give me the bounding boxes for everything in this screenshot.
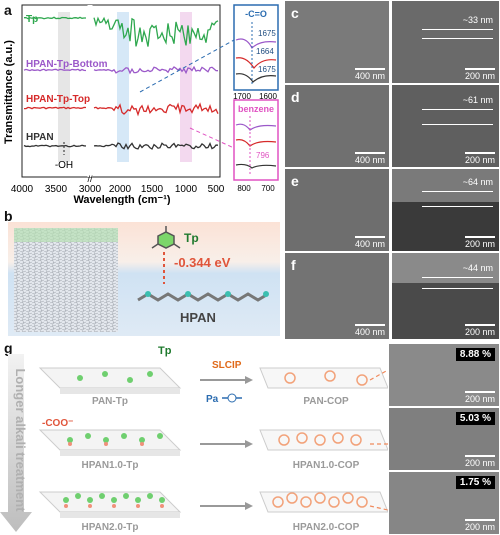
scale-bar: 200 nm <box>465 519 495 532</box>
tp-molecule-icon <box>151 226 181 249</box>
row-left-label: HPAN1.0-Tp <box>81 460 138 471</box>
slcip-label: SLCIP <box>212 360 242 371</box>
benzene-highlight-band <box>180 12 192 162</box>
panel-label-c: c <box>291 5 299 21</box>
inset-co-title: -C=O <box>245 9 267 19</box>
series-label-tp: Tp <box>26 14 38 25</box>
inset-benzene-title: benzene <box>238 104 274 114</box>
sem-g-pan-cop: 8.88 % 200 nm <box>388 343 500 407</box>
sem-d-top-view: d 400 nm <box>284 84 390 168</box>
oh-highlight-band <box>58 12 70 162</box>
panel-g-schematic: Longer alkali treatment Tp PAN-Tp SLCIP … <box>0 345 388 533</box>
panel-b-simulation: Tp -0.344 eV HPAN <box>8 222 280 336</box>
sem-g-hpan1-cop: 5.03 % 200 nm <box>388 407 500 471</box>
row-right-label: PAN-COP <box>303 396 349 407</box>
sem-d-cross-section: ~61 nm 200 nm <box>391 84 500 168</box>
tp-label: Tp <box>184 231 199 245</box>
tp-label: Tp <box>158 345 172 357</box>
x-tick: 3000 <box>79 184 102 195</box>
inset-benzene-tick: 800 <box>237 184 251 193</box>
pa-molecule-icon <box>222 393 242 403</box>
scale-bar: 400 nm <box>355 324 385 337</box>
ftir-series-line <box>23 65 219 75</box>
sem-grid: c 400 nm ~33 nm 200 nm d 400 nm ~61 nm 2… <box>284 0 500 340</box>
panel-label-g: g <box>4 340 13 356</box>
inset-co-tick: 1600 <box>259 92 277 101</box>
scale-bar: 200 nm <box>465 152 495 165</box>
scale-bar: 400 nm <box>355 236 385 249</box>
sem-e-top-view: e 400 nm <box>284 168 390 252</box>
y-axis-label: Transmittance (a.u.) <box>3 40 15 144</box>
sem-c-top-view: c 400 nm <box>284 0 390 84</box>
thickness-label: ~61 nm <box>462 95 493 105</box>
inset-co-tick: 1700 <box>233 92 251 101</box>
x-tick: 4000 <box>11 184 34 195</box>
panel-label-f: f <box>291 257 296 273</box>
inset-co-peak: 1675 <box>258 29 276 38</box>
row-right-label: HPAN1.0-COP <box>293 460 360 471</box>
coo-label: -COO⁻ <box>42 418 73 429</box>
longer-alkali-arrow <box>0 354 32 532</box>
inset-benzene-tick: 700 <box>261 184 275 193</box>
ftir-series-line <box>23 16 219 47</box>
hpan-label: HPAN <box>180 310 216 325</box>
x-tick: 1000 <box>175 184 198 195</box>
series-label-hpan-tp-bottom: HPAN-Tp-Bottom <box>26 59 108 70</box>
panel-label-b: b <box>4 208 13 224</box>
x-tick: 3500 <box>45 184 68 195</box>
sem-c-cross-section: ~33 nm 200 nm <box>391 0 500 84</box>
inset-co-peak: 1664 <box>256 47 274 56</box>
x-tick: 500 <box>208 184 225 195</box>
ftir-series-line <box>23 142 219 151</box>
row-left-label: HPAN2.0-Tp <box>81 522 138 533</box>
scale-bar: 200 nm <box>465 455 495 468</box>
scale-bar: 200 nm <box>465 391 495 404</box>
porosity-badge: 5.03 % <box>455 412 495 425</box>
thickness-label: ~64 nm <box>462 177 493 187</box>
alkali-label: Longer alkali treatment <box>13 368 28 512</box>
pa-label: Pa <box>206 394 219 405</box>
sem-e-cross-section: ~64 nm 200 nm <box>391 168 500 252</box>
sem-f-cross-section: ~44 nm 200 nm <box>391 252 500 340</box>
scale-bar: 400 nm <box>355 152 385 165</box>
scale-bar: 200 nm <box>465 68 495 81</box>
x-tick: 1500 <box>141 184 164 195</box>
sem-f-top-view: f 400 nm <box>284 252 390 340</box>
row-right-label: HPAN2.0-COP <box>293 522 360 533</box>
binding-energy: -0.344 eV <box>174 255 231 270</box>
sem-g-hpan2-cop: 1.75 % 200 nm <box>388 471 500 535</box>
inset-co <box>233 4 279 91</box>
scale-bar: 200 nm <box>465 236 495 249</box>
series-label-hpan-tp-top: HPAN-Tp-Top <box>26 94 90 105</box>
panel-label-a: a <box>4 2 12 18</box>
ftir-chart: // Tp HPAN-Tp-Bottom HPAN-Tp-Top HPAN -O… <box>3 4 279 205</box>
ftir-series-line <box>24 102 219 117</box>
svg-text://: // <box>87 174 93 184</box>
porosity-badge: 8.88 % <box>455 348 495 361</box>
inset-co-peak: 1675 <box>258 65 276 74</box>
co-highlight-band <box>117 12 129 162</box>
thickness-label: ~44 nm <box>462 263 493 273</box>
porosity-badge: 1.75 % <box>455 476 495 489</box>
scale-bar: 400 nm <box>355 68 385 81</box>
thickness-label: ~33 nm <box>462 15 493 25</box>
oh-label: -OH <box>55 160 73 171</box>
x-axis-label: Wavelength (cm⁻¹) <box>73 194 170 205</box>
scale-bar: 200 nm <box>465 324 495 337</box>
series-label-hpan: HPAN <box>26 132 54 143</box>
x-tick: 2000 <box>109 184 132 195</box>
row-left-label: PAN-Tp <box>92 396 128 407</box>
panel-label-d: d <box>291 89 300 105</box>
inset-benzene-peak: 796 <box>256 151 270 160</box>
panel-label-e: e <box>291 173 299 189</box>
